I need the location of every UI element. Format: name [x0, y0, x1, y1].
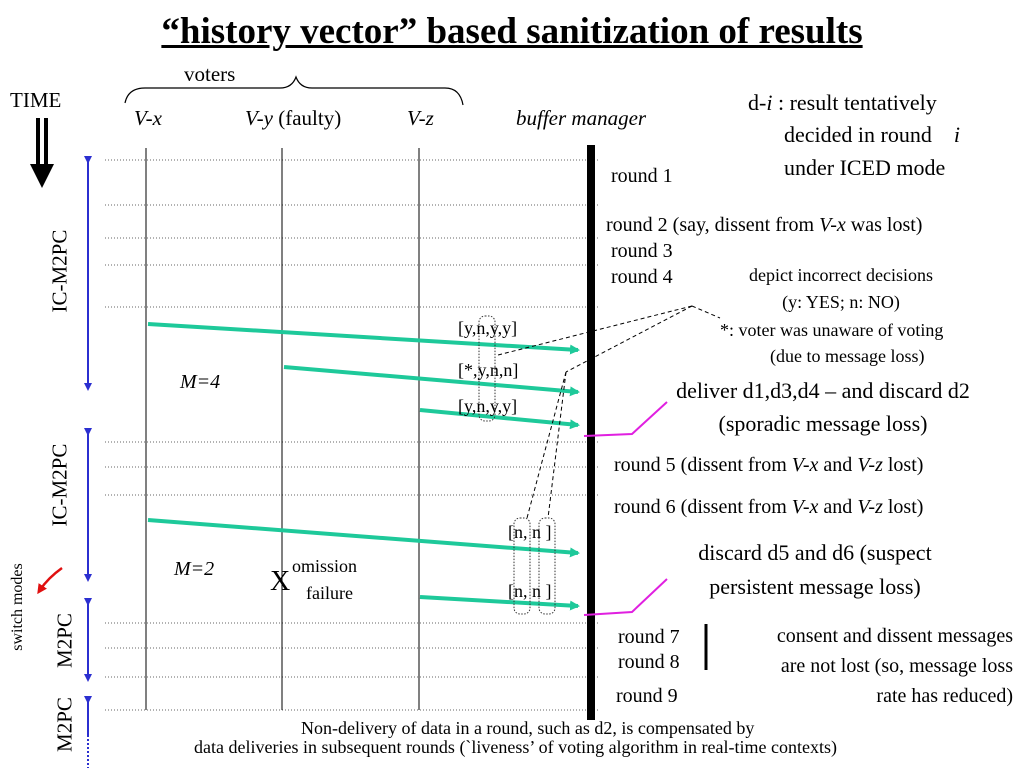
mode-label-m2pc-1: M2PC	[52, 613, 77, 668]
switch-modes-arrow	[37, 566, 63, 595]
mode-label-m2pc-2: M2PC	[52, 697, 77, 752]
history-vector-5: [n, n ]	[508, 581, 552, 601]
note-depict: depict incorrect decisions	[749, 265, 933, 285]
round-1-label: round 1	[611, 165, 673, 187]
data-arrow-vx-1	[147, 322, 580, 355]
legend-di-line1: d-i : result tentatively	[748, 90, 937, 115]
pointer-deliver	[583, 401, 668, 437]
omission-label-2: failure	[306, 583, 353, 603]
data-arrow-vy-1	[283, 365, 580, 397]
note-discard-2: persistent message loss)	[709, 574, 921, 599]
footer-line-1: Non-delivery of data in a round, such as…	[301, 718, 755, 738]
round-grid-lines	[105, 159, 600, 711]
voter-vx-label: V-x	[134, 106, 162, 130]
data-arrow-vx-2	[147, 518, 580, 558]
highlight-box-2	[513, 517, 531, 615]
round-2-label: round 2 (say, dissent from V-x was lost)	[606, 214, 923, 236]
history-vector-2: [*,y,n,n]	[458, 360, 519, 380]
voter-vy-name: V-y	[245, 106, 273, 130]
m2-label: M=2	[174, 558, 215, 580]
note-star: *: voter was unaware of voting	[720, 320, 944, 340]
mode-label-ic-m2pc-2: IC-M2PC	[47, 443, 72, 527]
voter-vz-label: V-z	[407, 106, 434, 130]
note-deliver-1: deliver d1,d3,d4 – and discard d2	[676, 378, 970, 403]
time-label: TIME	[10, 88, 62, 112]
round-3-label: round 3	[611, 240, 673, 262]
data-arrow-vz-1	[419, 408, 580, 430]
round-6-label: round 6 (dissent from V-x and V-z lost)	[614, 496, 924, 518]
note-yes-no: (y: YES; n: NO)	[782, 292, 900, 312]
voters-brace	[124, 75, 464, 106]
omission-x-mark: X	[270, 566, 291, 597]
round-9-label: round 9	[616, 685, 678, 707]
note-discard-1: discard d5 and d6 (suspect	[698, 540, 932, 565]
consent-note-1: consent and dissent messages	[776, 625, 1013, 647]
history-vector-1: [y,n,y,y]	[458, 318, 518, 338]
round-7-label: round 7	[618, 626, 680, 648]
footer-line-2: data deliveries in subsequent rounds (`l…	[194, 737, 837, 757]
round-5-label: round 5 (dissent from V-x and V-z lost)	[614, 454, 924, 476]
legend-di-line3: under ICED mode	[784, 155, 946, 180]
mode-label-ic-m2pc-1: IC-M2PC	[47, 229, 72, 313]
consent-note-2: are not lost (so, message loss	[780, 655, 1013, 677]
round-8-label: round 8	[618, 651, 680, 673]
highlight-box-3	[538, 517, 556, 615]
pointer-discard	[583, 578, 668, 616]
note-deliver-2: (sporadic message loss)	[718, 411, 928, 436]
switch-modes-label: switch modes	[9, 563, 26, 651]
time-arrow	[30, 118, 54, 188]
voters-label: voters	[184, 62, 236, 86]
voter-vy-label: V-y (faulty)	[245, 106, 341, 131]
data-arrow-vz-2	[419, 595, 580, 611]
legend-di-line2: decided in round i	[784, 122, 960, 147]
page-title: “history vector” based sanitization of r…	[161, 11, 863, 52]
note-star-2: (due to message loss)	[770, 346, 925, 366]
m4-label: M=4	[180, 371, 221, 393]
round-4-label: round 4	[611, 266, 673, 288]
omission-label-1: omission	[292, 556, 358, 576]
history-vector-3: [y,n,y,y]	[458, 396, 518, 416]
consent-note-3: rate has reduced)	[876, 685, 1013, 707]
history-vector-4: [n, n ]	[508, 522, 552, 542]
voter-vy-note: (faulty)	[278, 106, 342, 130]
buffer-manager-label: buffer manager	[516, 106, 647, 130]
highlight-box-1	[478, 315, 496, 422]
